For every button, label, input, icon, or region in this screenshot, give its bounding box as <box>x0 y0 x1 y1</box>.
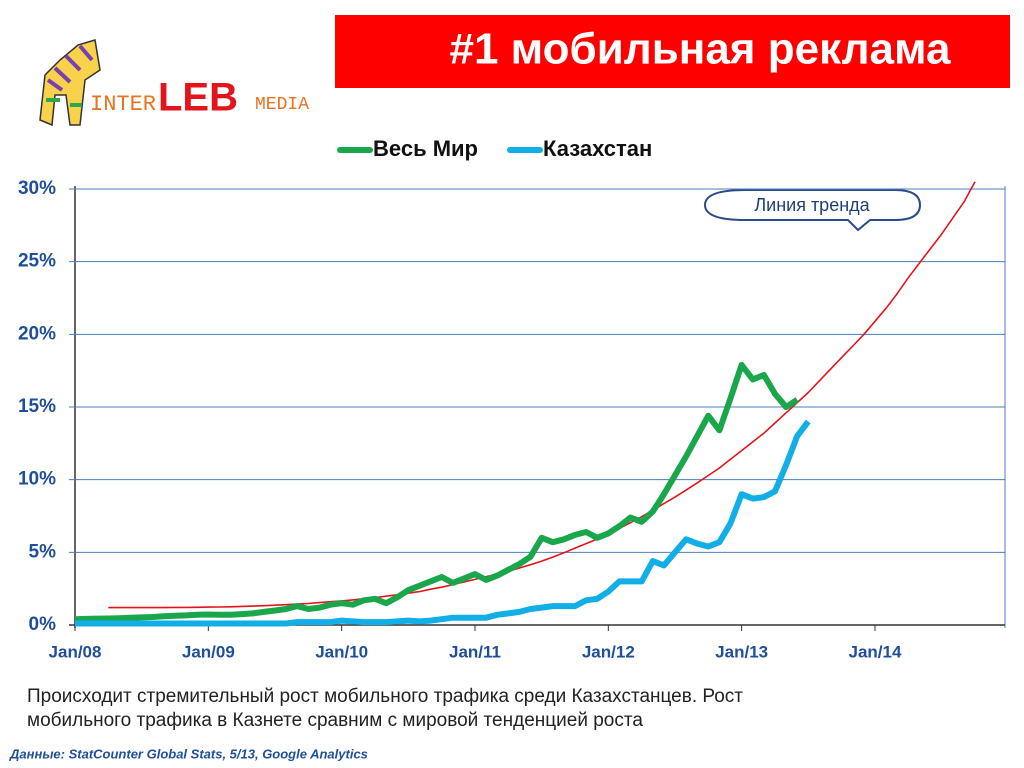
y-tick-label: 20% <box>18 323 56 344</box>
title-box <box>335 15 1010 88</box>
y-tick-label: 0% <box>29 614 57 635</box>
logo-stripes <box>46 98 82 107</box>
y-tick-label: 30% <box>18 178 56 199</box>
callout-text: Линия тренда <box>754 195 870 215</box>
y-tick-label: 5% <box>29 541 57 562</box>
x-tick-label: Jan/12 <box>582 642 635 661</box>
x-tick-label: Jan/11 <box>449 642 501 661</box>
x-tick-label: Jan/14 <box>849 642 902 661</box>
legend-label: Казахстан <box>543 136 652 161</box>
logo-zebra <box>39 39 101 127</box>
y-tick-label: 15% <box>18 396 56 417</box>
x-tick-label: Jan/08 <box>49 642 102 661</box>
logo-text: MEDIA <box>255 95 309 115</box>
logo: INTER LEB MEDIA <box>39 39 309 127</box>
legend-label: Весь Мир <box>373 136 478 161</box>
source: Данные: StatCounter Global Stats, 5/13, … <box>9 746 368 761</box>
series-line <box>108 181 976 609</box>
x-tick-label: Jan/09 <box>182 642 235 661</box>
x-tick-label: Jan/13 <box>715 642 768 661</box>
series-line <box>75 419 811 627</box>
series-line <box>74 361 799 623</box>
y-tick-label: 25% <box>18 251 56 272</box>
callout-bubble <box>703 189 922 232</box>
logo-text: INTER <box>90 92 156 117</box>
callout: Линия тренда <box>703 189 922 232</box>
caption: Происходит стремительный рост мобильного… <box>27 686 743 707</box>
y-tick-label: 10% <box>18 469 56 490</box>
logo-text: LEB <box>158 76 238 120</box>
x-tick-label: Jan/10 <box>315 642 368 661</box>
logo-stripes <box>46 44 94 92</box>
slide-title: #1 мобильная реклама <box>450 25 951 74</box>
caption: мобильного трафика в Казнете сравним с м… <box>27 710 643 731</box>
